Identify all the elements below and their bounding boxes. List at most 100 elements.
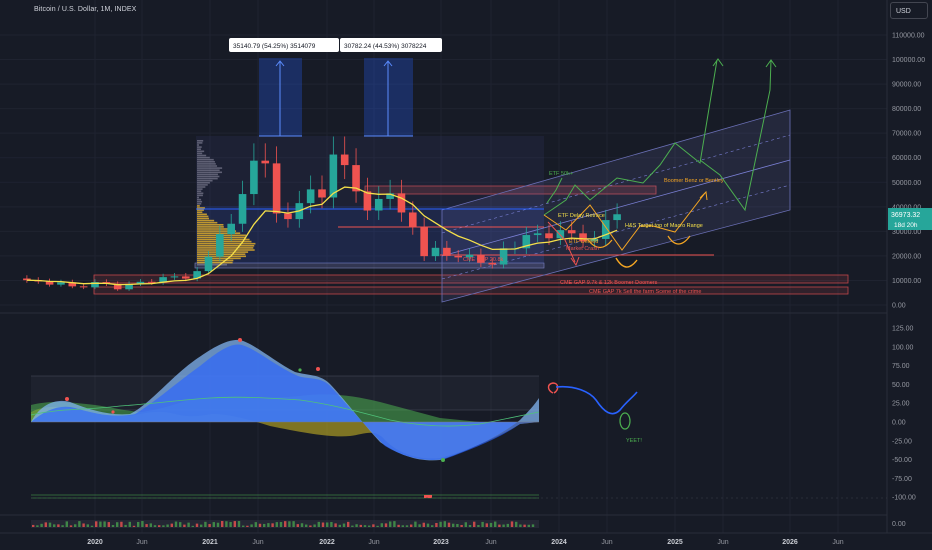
- candle-body: [443, 248, 451, 256]
- osc-tick-label: -50.00: [892, 457, 912, 464]
- volume-bar: [389, 521, 391, 527]
- volume-bar: [360, 525, 362, 527]
- volume-bar: [397, 525, 399, 527]
- volume-bar: [465, 522, 467, 527]
- volume-bar: [507, 524, 509, 527]
- volume-bar: [183, 525, 185, 527]
- candle-body: [454, 256, 462, 257]
- volume-profile-bar: [197, 222, 217, 224]
- volume-bar: [326, 522, 328, 527]
- volume-bar: [347, 522, 349, 527]
- time-tick-label: 2026: [782, 539, 798, 546]
- time-tick-label: 2020: [87, 539, 103, 546]
- volume-bar: [288, 521, 290, 527]
- annotation-etf-50k: ETF 50k+: [549, 171, 573, 177]
- volume-bar: [477, 525, 479, 527]
- annotation-etf-delay: ETF Delay Retrace: [558, 213, 605, 219]
- candle-body: [205, 257, 213, 271]
- volume-bar: [481, 522, 483, 527]
- volume-profile-bar: [197, 195, 203, 197]
- volume-profile-bar: [197, 174, 218, 176]
- volume-bar: [515, 522, 517, 527]
- oscillator-lower-marker: [424, 495, 432, 498]
- candle-body: [420, 227, 428, 256]
- volume-profile-bar: [197, 186, 205, 188]
- volume-profile-bar: [197, 224, 223, 226]
- candle-body: [613, 214, 621, 220]
- volume-bar: [53, 524, 55, 527]
- volume-profile-bar: [197, 262, 233, 264]
- volume-bar: [103, 521, 105, 527]
- volume-bar: [322, 523, 324, 527]
- volume-profile-bar: [197, 144, 199, 146]
- volume-bar: [250, 524, 252, 527]
- volume-bar: [99, 522, 101, 527]
- volume-bar: [187, 523, 189, 527]
- volume-profile-bar: [197, 211, 202, 213]
- candle-body: [557, 230, 565, 238]
- time-axis[interactable]: 2020 Jun 2021 Jun 2022 Jun 2023 Jun 2024 Jun 2025 J…: [87, 539, 844, 546]
- candle-body: [375, 199, 383, 211]
- candle-body: [545, 233, 553, 238]
- volume-bar: [339, 525, 341, 527]
- volume-bar: [318, 522, 320, 527]
- time-tick-label: 2024: [551, 539, 567, 546]
- volume-profile-bar: [197, 218, 209, 220]
- volume-tick-label: 0.00: [892, 521, 906, 528]
- oscillator-marker-green: [441, 458, 445, 462]
- price-axis[interactable]: 110000.00 100000.00 90000.00 80000.00 70000.…: [892, 33, 925, 310]
- annotation-etf-denied: ETF Denied: [569, 239, 598, 245]
- candle-body: [182, 276, 190, 278]
- candle-body: [261, 161, 269, 164]
- volume-bar: [129, 522, 131, 527]
- currency-button[interactable]: USD: [890, 2, 928, 19]
- volume-bar: [229, 522, 231, 527]
- volume-bar: [460, 525, 462, 527]
- volume-bar: [494, 522, 496, 527]
- volume-bar: [225, 521, 227, 527]
- volume-bar: [368, 526, 370, 527]
- annotation-yeet: YEET!: [626, 438, 642, 444]
- candle-body: [568, 230, 576, 233]
- volume-profile-bar: [197, 243, 255, 245]
- volume-bar: [498, 525, 500, 527]
- volume-bar: [330, 522, 332, 527]
- candle-body: [364, 191, 372, 210]
- volume-profile-bar: [197, 245, 254, 247]
- annotation-cme-gap-7: CME GAP 7k Sell the farm Scene of the cr…: [589, 289, 701, 295]
- price-tick-label: 10000.00: [892, 278, 921, 285]
- volume-bar: [448, 523, 450, 527]
- volume-bar: [439, 522, 441, 527]
- time-tick-label: Jun: [252, 539, 263, 546]
- volume-bar: [162, 525, 164, 527]
- volume-bar: [452, 524, 454, 527]
- volume-profile-bar: [197, 180, 213, 182]
- price-tick-label: 100000.00: [892, 57, 925, 64]
- volume-bar: [91, 526, 93, 527]
- volume-bar: [221, 521, 223, 527]
- osc-tick-label: -25.00: [892, 438, 912, 445]
- volume-profile-bar: [197, 188, 203, 190]
- volume-bar: [116, 522, 118, 527]
- candle-countdown: 18d 20h: [894, 222, 918, 229]
- volume-bar: [385, 523, 387, 527]
- candle-body: [307, 189, 315, 203]
- time-tick-label: Jun: [485, 539, 496, 546]
- volume-profile-bar: [197, 199, 201, 201]
- candle-body: [227, 224, 235, 234]
- annotation-boomer-benz: Boomer Benz or Bentley: [664, 178, 724, 184]
- volume-bar: [334, 523, 336, 527]
- osc-tick-label: 100.00: [892, 344, 914, 351]
- volume-bar: [166, 525, 168, 527]
- volume-profile-bar: [197, 178, 218, 180]
- volume-bar: [427, 524, 429, 527]
- volume-bar: [108, 522, 110, 527]
- candle-body: [239, 194, 247, 224]
- volume-bar: [78, 521, 80, 527]
- annotation-cme-gap-20: CME GAP 20.8k: [463, 257, 503, 263]
- hs-head-curve: [616, 258, 637, 267]
- volume-profile-bar: [197, 247, 253, 249]
- volume-profile-bar: [197, 201, 202, 203]
- volume-bar: [175, 522, 177, 527]
